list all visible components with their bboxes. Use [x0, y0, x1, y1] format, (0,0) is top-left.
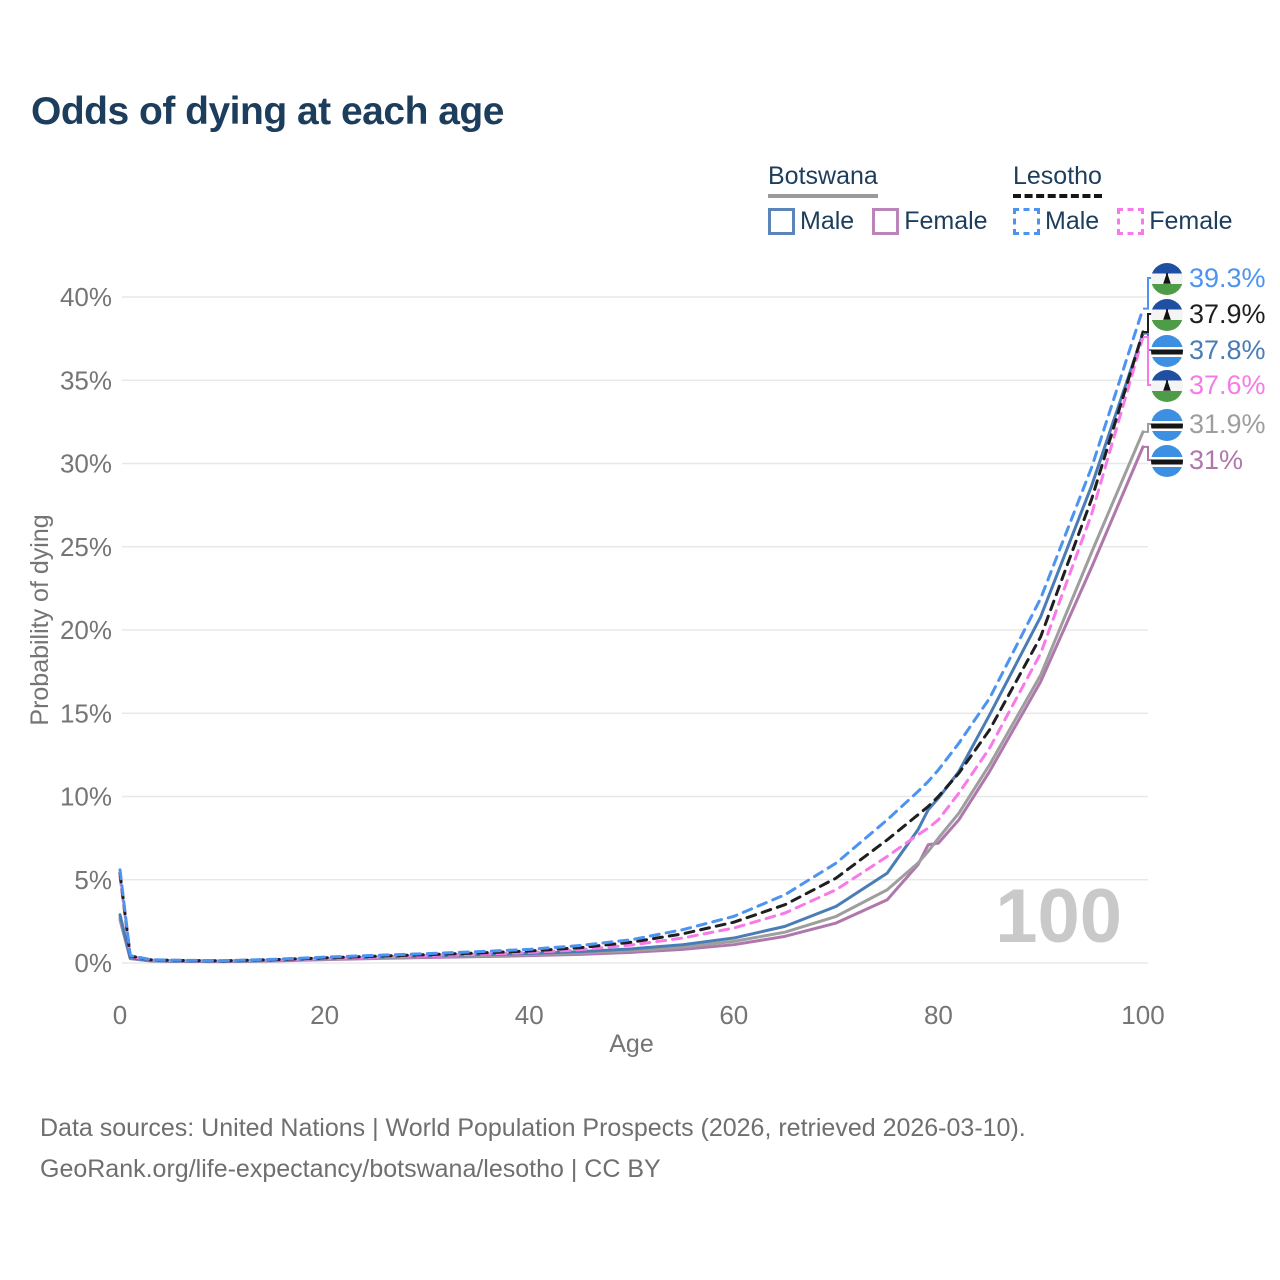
y-tick-label: 10% [60, 782, 112, 812]
y-tick-label: 0% [74, 948, 112, 978]
legend-header-lesotho[interactable]: Lesotho [1013, 162, 1102, 198]
y-tick-label: 30% [60, 449, 112, 479]
x-tick-label: 40 [515, 1000, 544, 1030]
series-line-lesotho-both[interactable] [118, 330, 1145, 963]
label-connector-lesotho-both [1143, 313, 1152, 333]
series-line-botswana-both[interactable] [118, 430, 1145, 964]
footer-sources: Data sources: United Nations | World Pop… [40, 1114, 1026, 1142]
footer-link: GeoRank.org/life-expectancy/botswana/les… [40, 1155, 661, 1183]
legend-label-lesotho-female[interactable]: Female [1149, 207, 1233, 235]
hover-age-watermark: 100 [995, 874, 1122, 959]
legend-label-lesotho-male[interactable]: Male [1045, 207, 1100, 235]
legend-header-botswana[interactable]: Botswana [768, 162, 878, 198]
legend-group-lesotho: Lesotho Male Female [1013, 162, 1233, 236]
x-axis-title: Age [609, 1030, 653, 1058]
x-tick-label: 20 [310, 1000, 339, 1030]
legend-swatch-lesotho-male[interactable] [1013, 208, 1040, 235]
legend-swatch-lesotho-female[interactable] [1117, 208, 1145, 235]
x-tick-label: 80 [924, 1000, 953, 1030]
x-tick-label: 100 [1121, 1000, 1164, 1030]
x-tick-label: 60 [719, 1000, 748, 1030]
x-tick-label: 0 [113, 1000, 127, 1030]
footer: Data sources: United Nations | World Pop… [40, 1108, 1026, 1190]
y-tick-label: 15% [60, 698, 112, 728]
label-connector-botswana-both [1143, 423, 1152, 433]
legend-swatch-botswana-female[interactable] [872, 208, 900, 235]
legend-label-botswana-male[interactable]: Male [800, 207, 855, 235]
label-connector-botswana-female [1143, 445, 1152, 461]
series-line-botswana-male[interactable] [118, 332, 1145, 963]
legend-label-botswana-female[interactable]: Female [904, 207, 988, 235]
y-tick-label: 25% [60, 532, 112, 562]
legend-group-botswana: Botswana Male Female [768, 162, 988, 236]
y-tick-label: 35% [60, 365, 112, 395]
y-axis-title: Probability of dying [26, 514, 54, 725]
label-connector-lesotho-female [1143, 335, 1152, 386]
series-line-botswana-female[interactable] [118, 445, 1145, 964]
y-tick-label: 5% [74, 865, 112, 895]
page-title: Odds of dying at each age [31, 90, 504, 133]
series-line-lesotho-male[interactable] [118, 307, 1145, 963]
chart-canvas[interactable]: 0% 5% 10% 15% 20% 25% 30% 35% 40% 0 20 40 60 80 100 Age… [0, 0, 1280, 1080]
legend-swatch-botswana-male[interactable] [768, 208, 795, 235]
label-connector-lesotho-male [1143, 277, 1152, 310]
y-tick-label: 40% [60, 282, 112, 312]
y-tick-label: 20% [60, 615, 112, 645]
series-line-lesotho-female[interactable] [118, 335, 1145, 963]
